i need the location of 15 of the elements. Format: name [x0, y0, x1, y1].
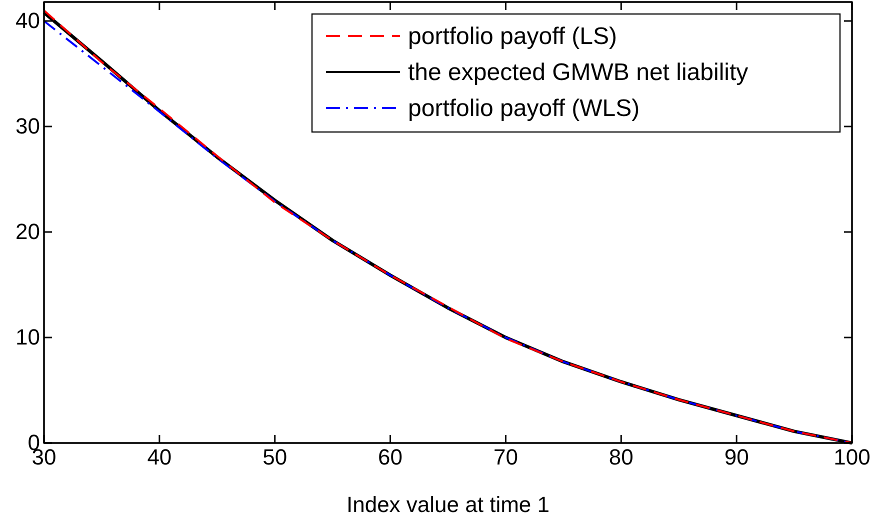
- x-tick-label: 60: [378, 444, 403, 470]
- x-tick-label: 50: [262, 444, 288, 470]
- legend-label: the expected GMWB net liability: [408, 59, 748, 86]
- y-tick-label: 40: [16, 8, 40, 34]
- x-tick-label: 80: [608, 444, 634, 470]
- legend-label: portfolio payoff (WLS): [408, 95, 640, 122]
- x-tick-label: 40: [147, 444, 172, 470]
- y-tick-label: 20: [16, 219, 40, 244]
- y-tick-label: 10: [16, 324, 40, 350]
- y-tick-label: 30: [16, 114, 40, 139]
- x-tick-label: 90: [724, 444, 749, 470]
- x-tick-label: 70: [493, 444, 518, 470]
- x-axis-title: Index value at time 1: [346, 492, 550, 514]
- legend-label: portfolio payoff (LS): [408, 23, 618, 50]
- x-tick-label: 100: [834, 444, 870, 470]
